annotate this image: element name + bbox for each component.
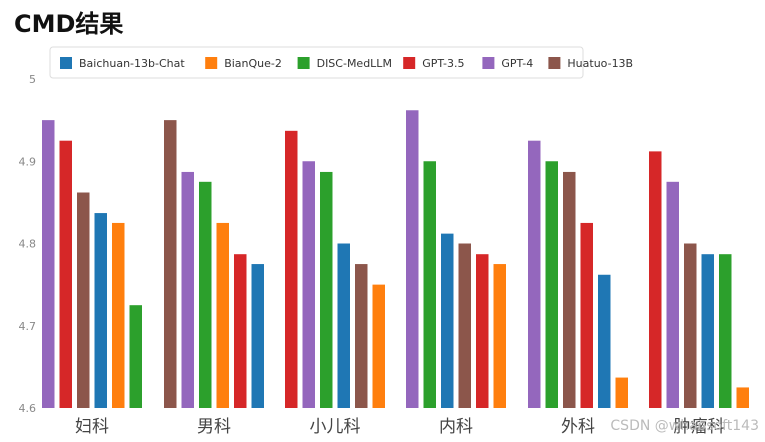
legend-label: Baichuan-13b-Chat <box>79 57 185 70</box>
bar <box>476 254 489 408</box>
y-tick-label: 4.7 <box>19 320 37 333</box>
legend-swatch <box>205 57 218 69</box>
bar <box>684 243 697 408</box>
legend-label: BianQue-2 <box>224 57 282 70</box>
x-category-label: 男科 <box>197 417 231 437</box>
bar <box>649 151 662 408</box>
bar <box>59 140 72 408</box>
x-category-label: 小儿科 <box>310 417 361 437</box>
legend-label: DISC-MedLLM <box>317 57 392 70</box>
x-category-label: 肿瘤科 <box>674 417 725 437</box>
bar <box>216 222 229 408</box>
bar <box>234 254 247 408</box>
bar <box>285 130 298 408</box>
bar <box>598 274 611 408</box>
bar <box>441 233 454 408</box>
bar <box>129 305 142 408</box>
bar <box>372 284 385 408</box>
bar <box>42 120 55 408</box>
legend-label: GPT-4 <box>501 57 533 70</box>
bar <box>320 171 333 408</box>
watermark: CSDN @whaosoft143 <box>610 418 759 434</box>
x-axis: 妇科 男科 小儿科 内科 外科 肿瘤科 <box>75 417 725 437</box>
legend-swatch <box>403 57 416 69</box>
bar <box>251 264 264 408</box>
bar <box>701 254 714 408</box>
bar <box>181 171 194 408</box>
bar <box>423 161 436 408</box>
x-category-label: 外科 <box>561 417 595 437</box>
bar <box>719 254 732 408</box>
bar <box>164 120 177 408</box>
legend: Baichuan-13b-Chat BianQue-2 DISC-MedLLM GPT… <box>49 46 633 79</box>
bar <box>666 181 679 408</box>
y-tick-label: 4.9 <box>19 155 37 168</box>
bar <box>563 171 576 408</box>
chart-title: CMD结果 <box>14 10 124 38</box>
legend-label: GPT-3.5 <box>422 57 464 70</box>
bar <box>112 222 125 408</box>
legend-swatch <box>548 57 561 69</box>
bar <box>77 192 90 408</box>
bar <box>528 140 541 408</box>
y-tick-label: 5 <box>29 73 36 86</box>
bar <box>199 181 212 408</box>
x-category-label: 内科 <box>439 417 473 437</box>
legend-frame <box>49 46 584 79</box>
bar <box>302 161 315 408</box>
bar <box>337 243 350 408</box>
y-axis: 4.6 4.7 4.8 4.9 5 <box>19 73 37 415</box>
bar <box>545 161 558 408</box>
bar <box>493 264 506 408</box>
legend-swatch <box>297 57 310 69</box>
bar <box>406 110 419 408</box>
legend-label: Huatuo-13B <box>567 57 633 70</box>
bar <box>94 213 107 408</box>
bar <box>736 387 749 408</box>
bar <box>458 243 471 408</box>
legend-swatch <box>60 57 72 69</box>
x-category-label: 妇科 <box>75 417 109 437</box>
y-tick-label: 4.6 <box>19 402 37 415</box>
bars <box>42 110 749 408</box>
bar <box>615 377 628 408</box>
y-tick-label: 4.8 <box>19 238 37 251</box>
bar <box>355 264 368 408</box>
legend-swatch <box>482 57 495 69</box>
bar <box>580 222 593 408</box>
